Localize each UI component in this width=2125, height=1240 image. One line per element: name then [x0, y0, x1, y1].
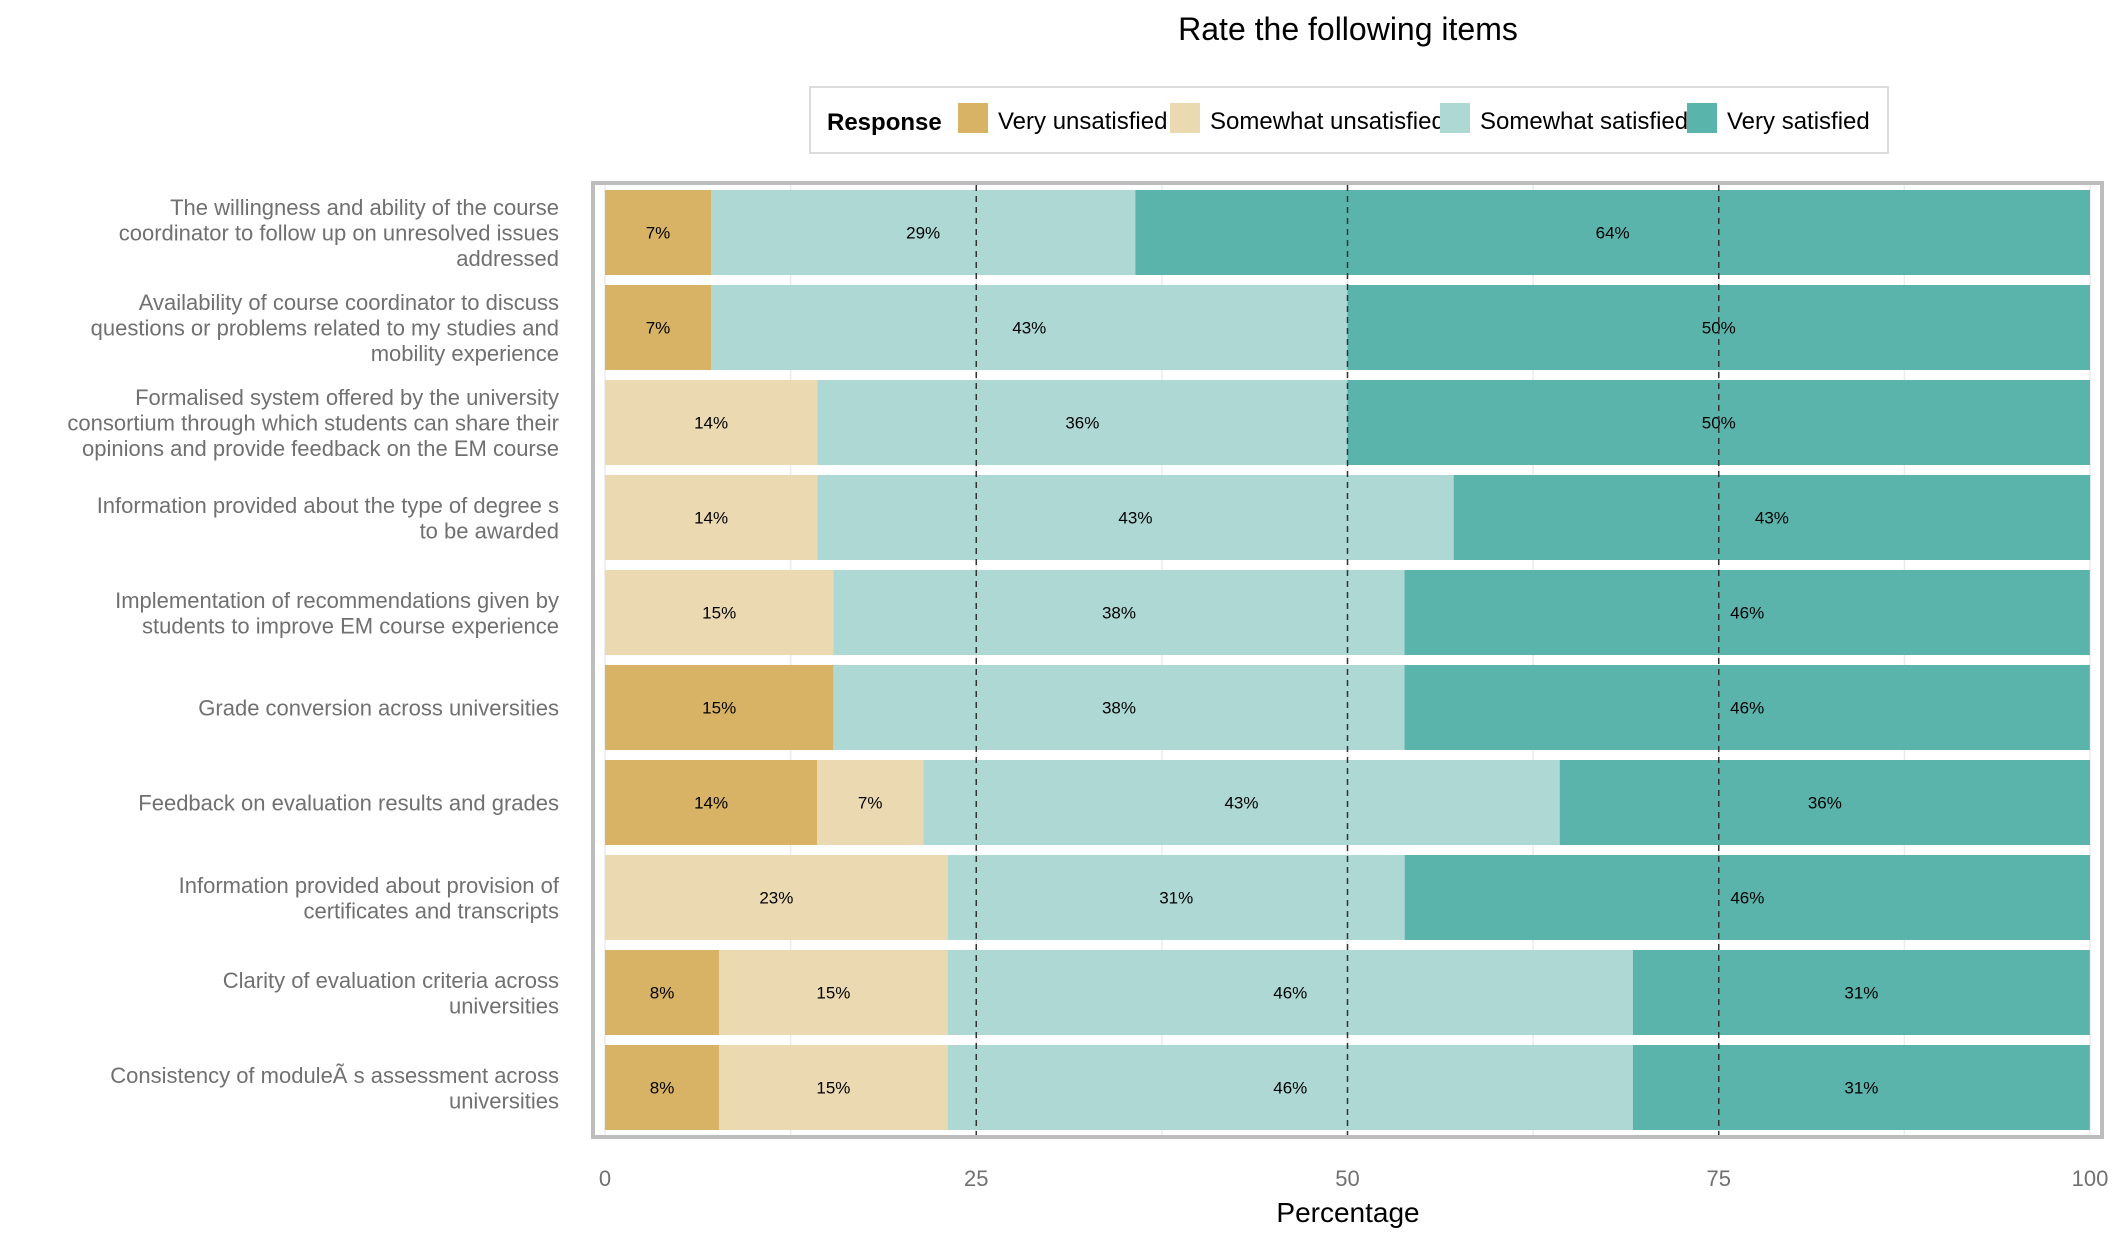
bar-segment [1404, 664, 2090, 751]
bar-segment [947, 949, 1633, 1036]
data-label: 43% [1012, 319, 1046, 338]
data-label: 15% [702, 604, 736, 623]
bar-segment [605, 949, 720, 1036]
category-label: Information provided about the type of d… [97, 493, 559, 544]
bar-segment [605, 379, 818, 466]
category-label: The willingness and ability of the cours… [119, 195, 559, 271]
data-label: 46% [1730, 604, 1764, 623]
x-tick-label: 100 [2072, 1166, 2109, 1191]
bar-segment [833, 569, 1405, 656]
category-label: Information provided about provision of c… [179, 873, 560, 924]
bar-segment [947, 854, 1405, 941]
legend-swatch [1687, 103, 1717, 133]
bar-segment [605, 189, 712, 276]
category-label: Availability of course coordinator to di… [91, 290, 559, 366]
bar-segment [719, 949, 948, 1036]
data-label: 8% [650, 1079, 675, 1098]
category-label: Feedback on evaluation results and grade… [138, 791, 559, 816]
data-label: 15% [816, 1079, 850, 1098]
data-label: 14% [694, 414, 728, 433]
data-label: 15% [816, 984, 850, 1003]
bar-segment [817, 379, 1348, 466]
legend-label: Very unsatisfied [998, 108, 1167, 135]
legend-swatch [1440, 103, 1470, 133]
category-label: Implementation of recommendations given … [115, 588, 559, 639]
data-label: 7% [646, 224, 671, 243]
plot-area: 7% 29% 64% The willingness and ability of t… [67, 181, 2109, 1191]
legend-label: Somewhat satisfied [1480, 108, 1688, 135]
legend-title: Response [827, 109, 942, 136]
category-label: Grade conversion across universities [198, 696, 559, 721]
bar-segment [833, 664, 1405, 751]
panel-border [591, 181, 2104, 1139]
bar-segment [605, 569, 834, 656]
bar-segment [711, 189, 1136, 276]
data-label: 14% [694, 794, 728, 813]
x-tick-label: 25 [964, 1166, 988, 1191]
data-label: 7% [858, 794, 883, 813]
bar-segment [1632, 949, 2090, 1036]
legend-swatch [1170, 103, 1200, 133]
data-label: 46% [1730, 699, 1764, 718]
bar-segment [1135, 189, 2090, 276]
data-label: 38% [1102, 699, 1136, 718]
x-tick-label: 50 [1335, 1166, 1359, 1191]
data-label: 29% [906, 224, 940, 243]
bar-segment [817, 759, 924, 846]
bar-segment [605, 854, 948, 941]
bar-segment [1404, 854, 2090, 941]
legend-label: Very satisfied [1727, 108, 1870, 135]
category-label: Consistency of moduleÃ s assessment acro… [110, 1063, 559, 1114]
legend: Response Very unsatisfied Somewhat unsati… [809, 86, 1889, 154]
data-label: 8% [650, 984, 675, 1003]
bar-segment [605, 1044, 720, 1131]
bar-segment [605, 474, 818, 561]
data-label: 7% [646, 319, 671, 338]
bar-segment [711, 284, 1348, 371]
data-label: 46% [1273, 1079, 1307, 1098]
x-tick-label: 0 [599, 1166, 611, 1191]
data-label: 31% [1844, 1079, 1878, 1098]
bar-segment [605, 284, 712, 371]
data-label: 46% [1730, 889, 1764, 908]
data-label: 36% [1065, 414, 1099, 433]
bar-segment [605, 664, 834, 751]
data-label: 43% [1118, 509, 1152, 528]
bar-segment [719, 1044, 948, 1131]
x-tick-label: 75 [1707, 1166, 1731, 1191]
data-label: 31% [1844, 984, 1878, 1003]
bar-segment [605, 759, 818, 846]
data-label: 14% [694, 509, 728, 528]
data-label: 50% [1702, 414, 1736, 433]
x-axis-label: Percentage [1276, 1197, 1419, 1228]
bar-segment [947, 1044, 1633, 1131]
data-label: 43% [1224, 794, 1258, 813]
data-label: 64% [1596, 224, 1630, 243]
bar-segment [1559, 759, 2090, 846]
bar-segment [1453, 474, 2091, 561]
data-label: 43% [1755, 509, 1789, 528]
data-label: 23% [759, 889, 793, 908]
data-label: 31% [1159, 889, 1193, 908]
legend-label: Somewhat unsatisfied [1210, 108, 1445, 135]
chart-title: Rate the following items [1178, 11, 1518, 47]
bar-segment [1632, 1044, 2090, 1131]
data-label: 36% [1808, 794, 1842, 813]
data-label: 46% [1273, 984, 1307, 1003]
bar-segment [923, 759, 1560, 846]
legend-swatch [958, 103, 988, 133]
bar-segment [1404, 569, 2090, 656]
data-label: 15% [702, 699, 736, 718]
data-label: 38% [1102, 604, 1136, 623]
category-label: Formalised system offered by the univers… [67, 385, 559, 461]
category-label: Clarity of evaluation criteria across uni… [223, 968, 559, 1019]
